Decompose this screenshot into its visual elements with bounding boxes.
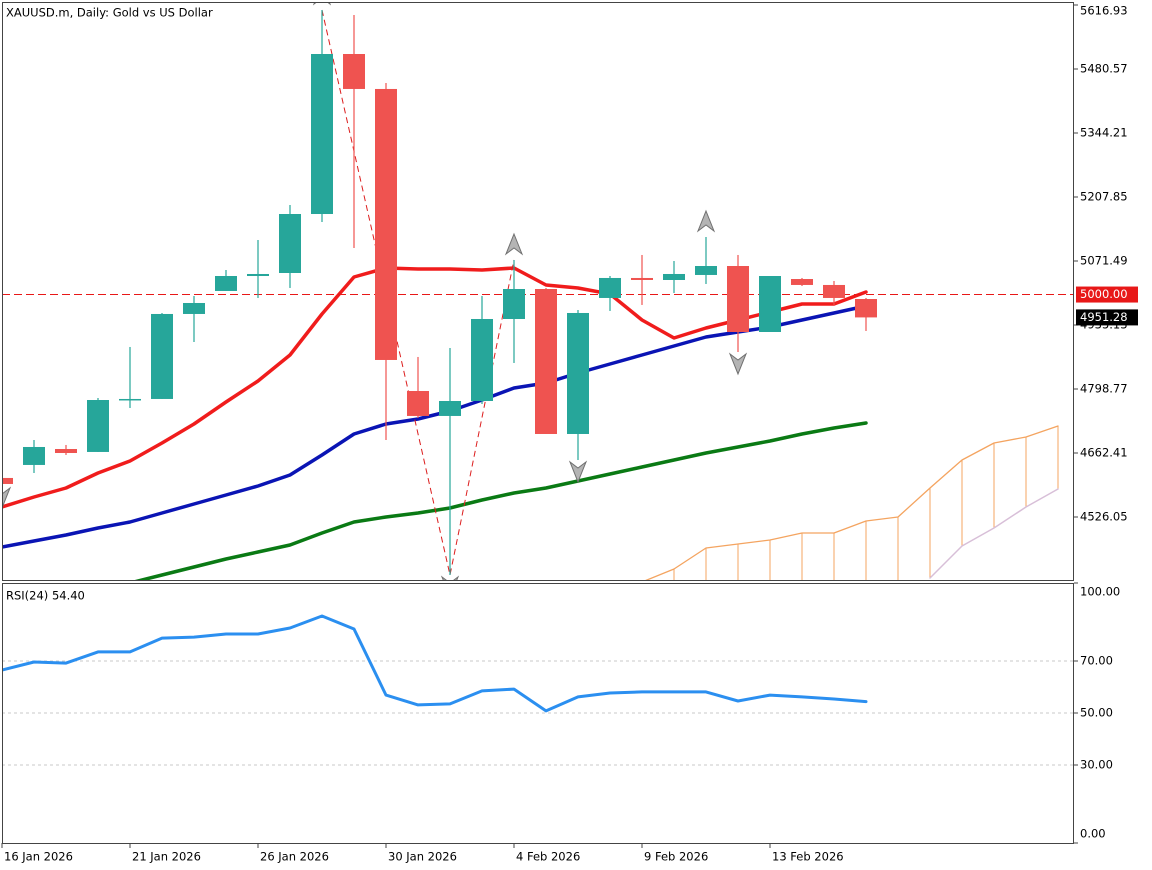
candle-body [695,266,717,275]
candle-body [503,289,525,319]
rsi-panel-border [2,583,1074,844]
candle-body [343,54,365,89]
candle-body [823,284,845,298]
x-tick-label: 26 Jan 2026 [260,850,329,864]
candle-body [2,477,13,484]
candle-body [567,312,589,434]
moving-average [134,421,868,580]
fractal-down-arrow [728,352,748,376]
x-tick-label: 13 Feb 2026 [772,850,844,864]
y-tick-label: 5344.21 [1080,125,1128,139]
x-tick-label: 21 Jan 2026 [132,850,201,864]
y-tick-label: 30.00 [1080,758,1113,772]
cloud-span-b [929,488,1059,579]
candle-body [87,400,109,452]
last-price-label: 4951.28 [1080,310,1128,324]
x-tick-label: 16 Jan 2026 [4,850,73,864]
y-tick-label: 100.00 [1080,585,1120,599]
rsi-title: RSI(24) 54.40 [6,589,85,603]
moving-average [2,304,868,549]
candle-body [663,273,685,280]
candle-body [439,400,461,416]
candle-body [215,276,237,291]
y-tick-label: 4662.41 [1080,445,1128,459]
candle-body [727,266,749,332]
candle-body [311,54,333,215]
y-tick-label: 0.00 [1080,827,1106,841]
candle-body [855,299,877,318]
fractal-down-arrow [440,575,460,580]
last-price-box [1076,309,1138,326]
candle-body [375,88,397,360]
chart-title: XAUUSD.m, Daily: Gold vs US Dollar [6,6,213,20]
rsi-panel-content [2,614,1074,766]
fractal-down-arrow [2,486,12,510]
x-tick-label: 4 Feb 2026 [516,850,580,864]
y-tick-label: 5616.93 [1080,4,1128,18]
candle-body [791,279,813,285]
candle-body [471,318,493,401]
overlay: 4526.054662.414798.774935.135071.495207.… [1,4,1138,864]
candle-body [55,449,77,453]
candle-body [599,277,621,298]
price-panel-border [2,2,1074,581]
candle-body [631,277,653,280]
moving-average [2,266,868,509]
rsi-line [2,614,868,713]
y-tick-label: 50.00 [1080,706,1113,720]
fractal-down-arrow [568,460,588,484]
y-tick-label: 4798.77 [1080,381,1128,395]
y-tick-label: 5480.57 [1080,61,1128,75]
fractal-up-arrow [696,209,716,233]
candle-body [23,446,45,465]
x-tick-label: 9 Feb 2026 [644,850,708,864]
y-tick-label: 4526.05 [1080,509,1128,523]
candle-body [247,273,269,277]
candle-body [535,289,557,434]
candle-body [183,302,205,314]
candle-body [407,390,429,416]
y-tick-label: 5071.49 [1080,253,1128,267]
x-tick-label: 30 Jan 2026 [388,850,457,864]
y-tick-label: 5207.85 [1080,189,1128,203]
candle-body [759,276,781,332]
candle-body [279,214,301,274]
y-tick-label: 70.00 [1080,654,1113,668]
price-level-label-box [1076,286,1138,303]
fractal-up-arrow [504,232,524,256]
price-panel-content [2,2,1074,580]
candle-body [151,313,173,399]
candle-body [119,398,141,401]
price-level-label: 5000.00 [1080,287,1128,301]
cloud-span-a [645,425,1059,580]
